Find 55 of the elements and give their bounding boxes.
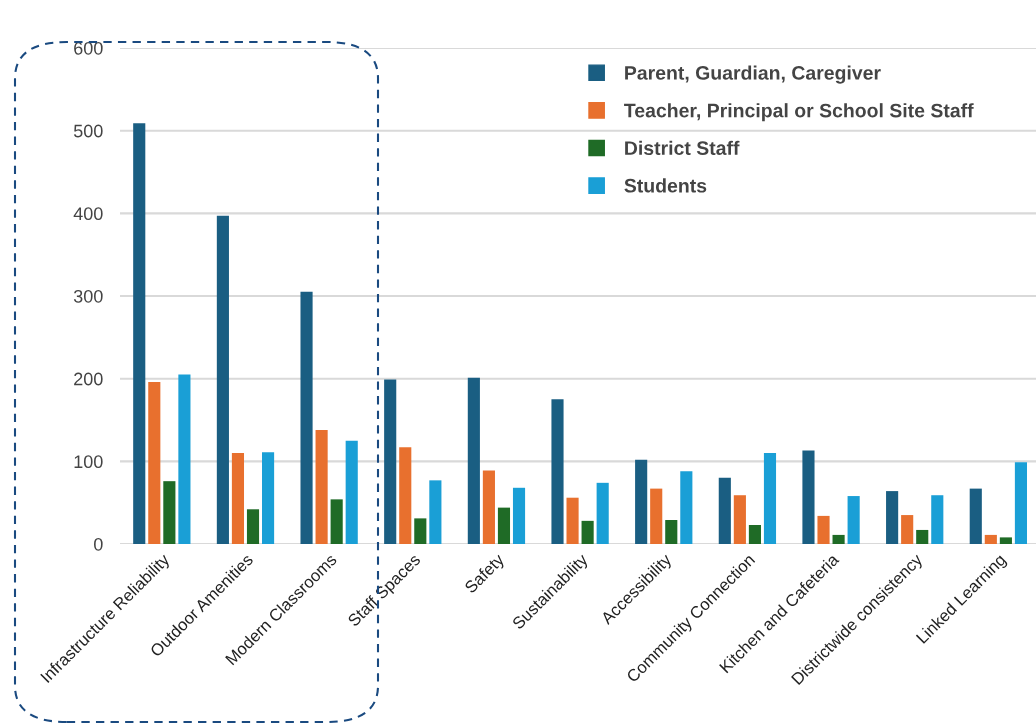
bar <box>763 453 777 544</box>
bar <box>467 377 480 544</box>
bar <box>999 537 1012 544</box>
bar <box>984 534 997 544</box>
bar <box>315 429 328 544</box>
y-tick-label: 100 <box>74 455 103 469</box>
bar <box>969 488 982 544</box>
bar <box>497 507 511 544</box>
bar <box>748 524 761 544</box>
bar <box>216 215 229 544</box>
bar <box>596 482 609 544</box>
bar <box>482 470 495 544</box>
bar <box>148 381 161 544</box>
bar <box>566 497 579 544</box>
y-tick-label: 600 <box>74 41 103 55</box>
bar <box>384 379 397 544</box>
bar <box>178 374 191 544</box>
bar <box>399 447 412 544</box>
bar <box>718 477 731 544</box>
bar <box>886 491 899 544</box>
bar <box>133 123 146 544</box>
y-tick-label: 200 <box>74 372 103 386</box>
y-tick-label: 300 <box>73 289 103 303</box>
y-tick-label: 400 <box>73 207 103 221</box>
bar <box>345 440 358 544</box>
legend-label: District Staff <box>625 140 740 156</box>
bar <box>246 509 260 544</box>
bar <box>163 481 176 544</box>
bar <box>650 488 663 544</box>
y-tick-label: 500 <box>73 124 103 138</box>
bar <box>802 450 815 544</box>
bar <box>847 496 860 544</box>
bar <box>262 452 275 544</box>
bar <box>901 515 914 544</box>
bar <box>1014 462 1028 544</box>
bar <box>817 515 830 544</box>
bar <box>512 487 526 544</box>
bar <box>832 534 845 544</box>
bar <box>680 471 693 544</box>
y-tick-label: 0 <box>94 537 103 551</box>
bar <box>414 518 427 544</box>
bar <box>635 459 648 544</box>
bar <box>330 499 343 544</box>
bar <box>581 520 594 544</box>
legend-label: Students <box>624 178 707 193</box>
bar <box>916 529 929 544</box>
bar <box>300 291 313 544</box>
legend-label: Parent, Guardian, Caregiver <box>625 65 881 84</box>
bar <box>231 453 245 544</box>
bar <box>665 520 678 544</box>
bar <box>733 495 746 544</box>
bar <box>931 495 944 544</box>
legend-label: Teacher, Principal or School Site Staff <box>624 103 974 122</box>
bar <box>429 480 442 544</box>
bar <box>551 399 564 544</box>
